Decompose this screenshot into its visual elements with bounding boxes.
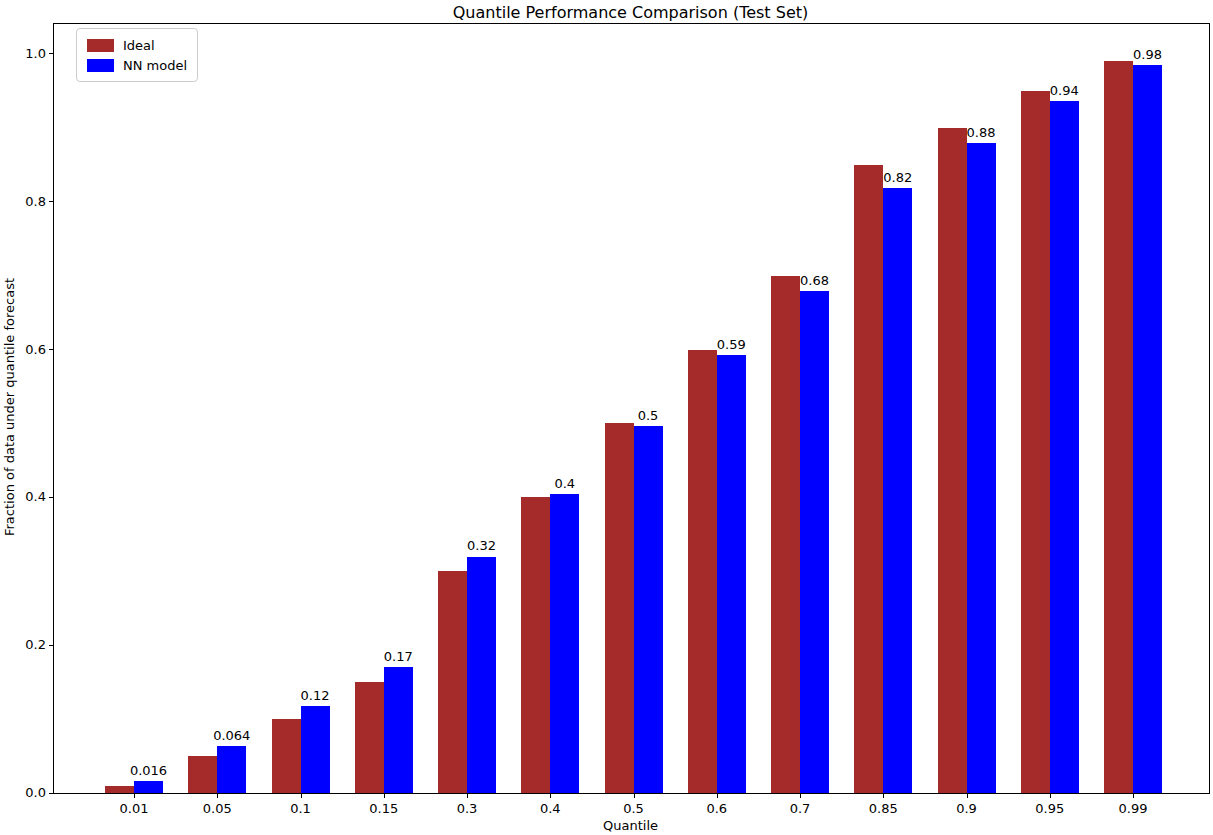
legend-item-nn-model: NN model	[87, 55, 187, 75]
bar-ideal-0.1	[272, 719, 301, 793]
x-tick-label-0.1: 0.1	[290, 801, 311, 816]
x-tick-label-0.6: 0.6	[706, 801, 727, 816]
bar-ideal-0.15	[355, 682, 384, 793]
x-tick-mark-0.3	[467, 794, 468, 798]
bar-ideal-0.01	[105, 786, 134, 793]
y-tick-label-0.6: 0.6	[8, 342, 46, 357]
x-tick-mark-0.9	[967, 794, 968, 798]
x-tick-label-0.5: 0.5	[623, 801, 644, 816]
bar-nn-model-0.3	[467, 557, 496, 794]
x-axis-label: Quantile	[53, 818, 1208, 833]
bar-value-label-0.99: 0.98	[1133, 47, 1162, 62]
bar-value-label-0.6: 0.59	[717, 337, 746, 352]
x-tick-label-0.01: 0.01	[120, 801, 149, 816]
bar-nn-model-0.1	[301, 706, 330, 793]
x-tick-mark-0.5	[634, 794, 635, 798]
x-tick-mark-0.85	[883, 794, 884, 798]
y-tick-mark-0.6	[49, 349, 54, 350]
bar-nn-model-0.99	[1133, 65, 1162, 793]
chart-title: Quantile Performance Comparison (Test Se…	[53, 3, 1208, 22]
bar-nn-model-0.5	[634, 426, 663, 793]
bar-ideal-0.05	[188, 756, 217, 793]
bar-ideal-0.5	[605, 423, 634, 793]
y-tick-label-0.4: 0.4	[8, 489, 46, 504]
bar-value-label-0.3: 0.32	[467, 538, 496, 553]
bar-nn-model-0.15	[384, 667, 413, 793]
legend-swatch-nn-model	[87, 59, 114, 72]
x-tick-mark-0.15	[384, 794, 385, 798]
bar-value-label-0.1: 0.12	[301, 688, 330, 703]
plot-area: Ideal NN model 0.016 0.064 0.12 0.17 0.32 0.4…	[53, 23, 1210, 794]
bar-nn-model-0.85	[883, 188, 912, 793]
bar-value-label-0.5: 0.5	[638, 408, 659, 423]
bar-ideal-0.6	[688, 350, 717, 793]
bar-value-label-0.95: 0.94	[1050, 83, 1079, 98]
x-tick-mark-0.7	[800, 794, 801, 798]
x-tick-label-0.15: 0.15	[369, 801, 398, 816]
bar-value-label-0.7: 0.68	[800, 273, 829, 288]
bar-ideal-0.95	[1021, 91, 1050, 793]
y-tick-label-0.0: 0.0	[8, 785, 46, 800]
x-tick-mark-0.1	[301, 794, 302, 798]
bar-nn-model-0.4	[550, 494, 579, 793]
bar-nn-model-0.9	[967, 143, 996, 793]
x-tick-mark-0.01	[134, 794, 135, 798]
y-tick-label-0.2: 0.2	[8, 637, 46, 652]
x-tick-label-0.99: 0.99	[1119, 801, 1148, 816]
bar-ideal-0.7	[771, 276, 800, 793]
bar-value-label-0.85: 0.82	[883, 170, 912, 185]
bar-ideal-0.9	[938, 128, 967, 793]
bar-value-label-0.15: 0.17	[384, 649, 413, 664]
x-tick-label-0.05: 0.05	[203, 801, 232, 816]
x-tick-label-0.3: 0.3	[457, 801, 478, 816]
y-tick-label-1.0: 1.0	[8, 46, 46, 61]
x-tick-mark-0.6	[717, 794, 718, 798]
legend-label-ideal: Ideal	[123, 38, 155, 53]
legend: Ideal NN model	[76, 28, 198, 82]
y-tick-mark-0.4	[49, 497, 54, 498]
y-tick-mark-0.2	[49, 645, 54, 646]
bar-value-label-0.9: 0.88	[967, 125, 996, 140]
y-tick-label-0.8: 0.8	[8, 194, 46, 209]
legend-swatch-ideal	[87, 39, 114, 52]
x-tick-mark-0.95	[1050, 794, 1051, 798]
legend-item-ideal: Ideal	[87, 35, 187, 55]
bar-value-label-0.05: 0.064	[213, 728, 250, 743]
y-tick-mark-0.0	[49, 793, 54, 794]
bar-ideal-0.3	[438, 571, 467, 793]
x-tick-label-0.9: 0.9	[956, 801, 977, 816]
x-tick-label-0.4: 0.4	[540, 801, 561, 816]
x-tick-label-0.85: 0.85	[869, 801, 898, 816]
bar-value-label-0.4: 0.4	[554, 476, 575, 491]
x-tick-mark-0.05	[217, 794, 218, 798]
bar-nn-model-0.6	[717, 355, 746, 793]
bar-nn-model-0.7	[800, 291, 829, 793]
figure: Quantile Performance Comparison (Test Se…	[0, 0, 1213, 835]
bar-nn-model-0.01	[134, 781, 163, 793]
y-tick-mark-0.8	[49, 201, 54, 202]
bar-nn-model-0.95	[1050, 101, 1079, 793]
bar-ideal-0.4	[521, 497, 550, 793]
bar-value-label-0.01: 0.016	[130, 763, 167, 778]
x-tick-mark-0.99	[1133, 794, 1134, 798]
legend-label-nn-model: NN model	[123, 58, 187, 73]
x-tick-label-0.95: 0.95	[1035, 801, 1064, 816]
bar-nn-model-0.05	[217, 746, 246, 793]
y-tick-mark-1.0	[49, 53, 54, 54]
bar-ideal-0.99	[1104, 61, 1133, 793]
x-tick-mark-0.4	[550, 794, 551, 798]
x-tick-label-0.7: 0.7	[790, 801, 811, 816]
bar-ideal-0.85	[854, 165, 883, 793]
